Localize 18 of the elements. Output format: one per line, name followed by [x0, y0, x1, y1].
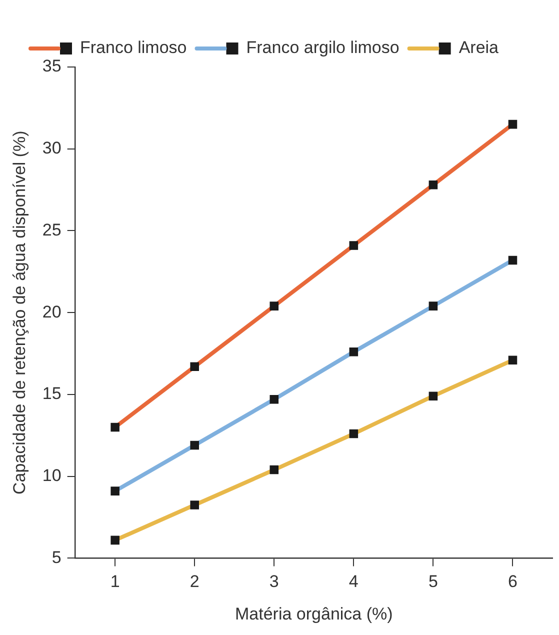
x-tick-label: 5 — [428, 572, 438, 592]
y-tick-label: 10 — [42, 466, 62, 486]
x-tick-label: 3 — [269, 572, 279, 592]
y-tick-label: 35 — [42, 56, 62, 76]
legend-label: Franco argilo limoso — [246, 38, 400, 58]
y-axis-title: Capacidade de retenção de água disponível (%) — [10, 130, 29, 495]
x-tick-label: 2 — [190, 572, 200, 592]
y-tick-label: 5 — [52, 548, 62, 567]
y-tick-label: 30 — [42, 138, 62, 158]
y-tick-label: 15 — [42, 384, 62, 404]
x-tick-label: 1 — [110, 572, 120, 592]
legend-label: Areia — [458, 38, 500, 58]
legend-label: Franco limoso — [80, 38, 187, 58]
x-axis-title: Matéria orgânica (%) — [235, 604, 393, 624]
y-tick-label: 25 — [42, 220, 62, 240]
x-tick-label: 4 — [348, 572, 358, 592]
y-tick-label: 20 — [42, 302, 62, 322]
x-tick-label: 6 — [508, 572, 518, 592]
